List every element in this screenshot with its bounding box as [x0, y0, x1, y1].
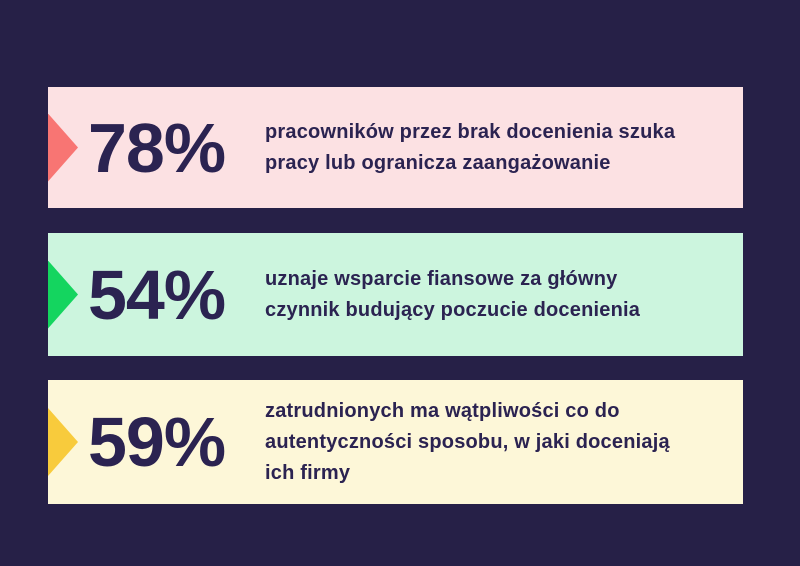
stat-description-line: ich firmy	[265, 461, 351, 484]
arrow-right-icon	[48, 113, 78, 182]
stat-percent: 59%	[88, 403, 226, 481]
stat-description-line: pracy lub ogranicza zaangażowanie	[265, 151, 611, 174]
stat-description: uznaje wsparcie fiansowe za główny czynn…	[265, 264, 666, 326]
stats-list: 78% pracowników przez brak docenienia sz…	[48, 87, 743, 504]
stat-description: zatrudnionych ma wątpliwości co do auten…	[265, 396, 696, 489]
stat-description-line: autentyczności sposobu, w jaki doceniają	[265, 430, 670, 453]
arrow-right-icon	[48, 260, 78, 329]
stat-description-line: uznaje wsparcie fiansowe za główny	[265, 267, 618, 290]
stat-description-line: zatrudnionych ma wątpliwości co do	[265, 399, 620, 422]
stat-description-line: pracowników przez brak docenienia szuka	[265, 120, 676, 143]
stat-description-line: czynnik budujący poczucie docenienia	[265, 298, 641, 321]
stat-description: pracowników przez brak docenienia szuka …	[265, 117, 701, 179]
arrow-right-icon	[48, 408, 78, 476]
stat-bar-54: 54% uznaje wsparcie fiansowe za główny c…	[48, 233, 743, 356]
stat-bar-78: 78% pracowników przez brak docenienia sz…	[48, 87, 743, 208]
stat-percent: 54%	[88, 255, 226, 334]
stat-bar-59: 59% zatrudnionych ma wątpliwości co do a…	[48, 380, 743, 504]
stat-percent: 78%	[88, 108, 226, 187]
